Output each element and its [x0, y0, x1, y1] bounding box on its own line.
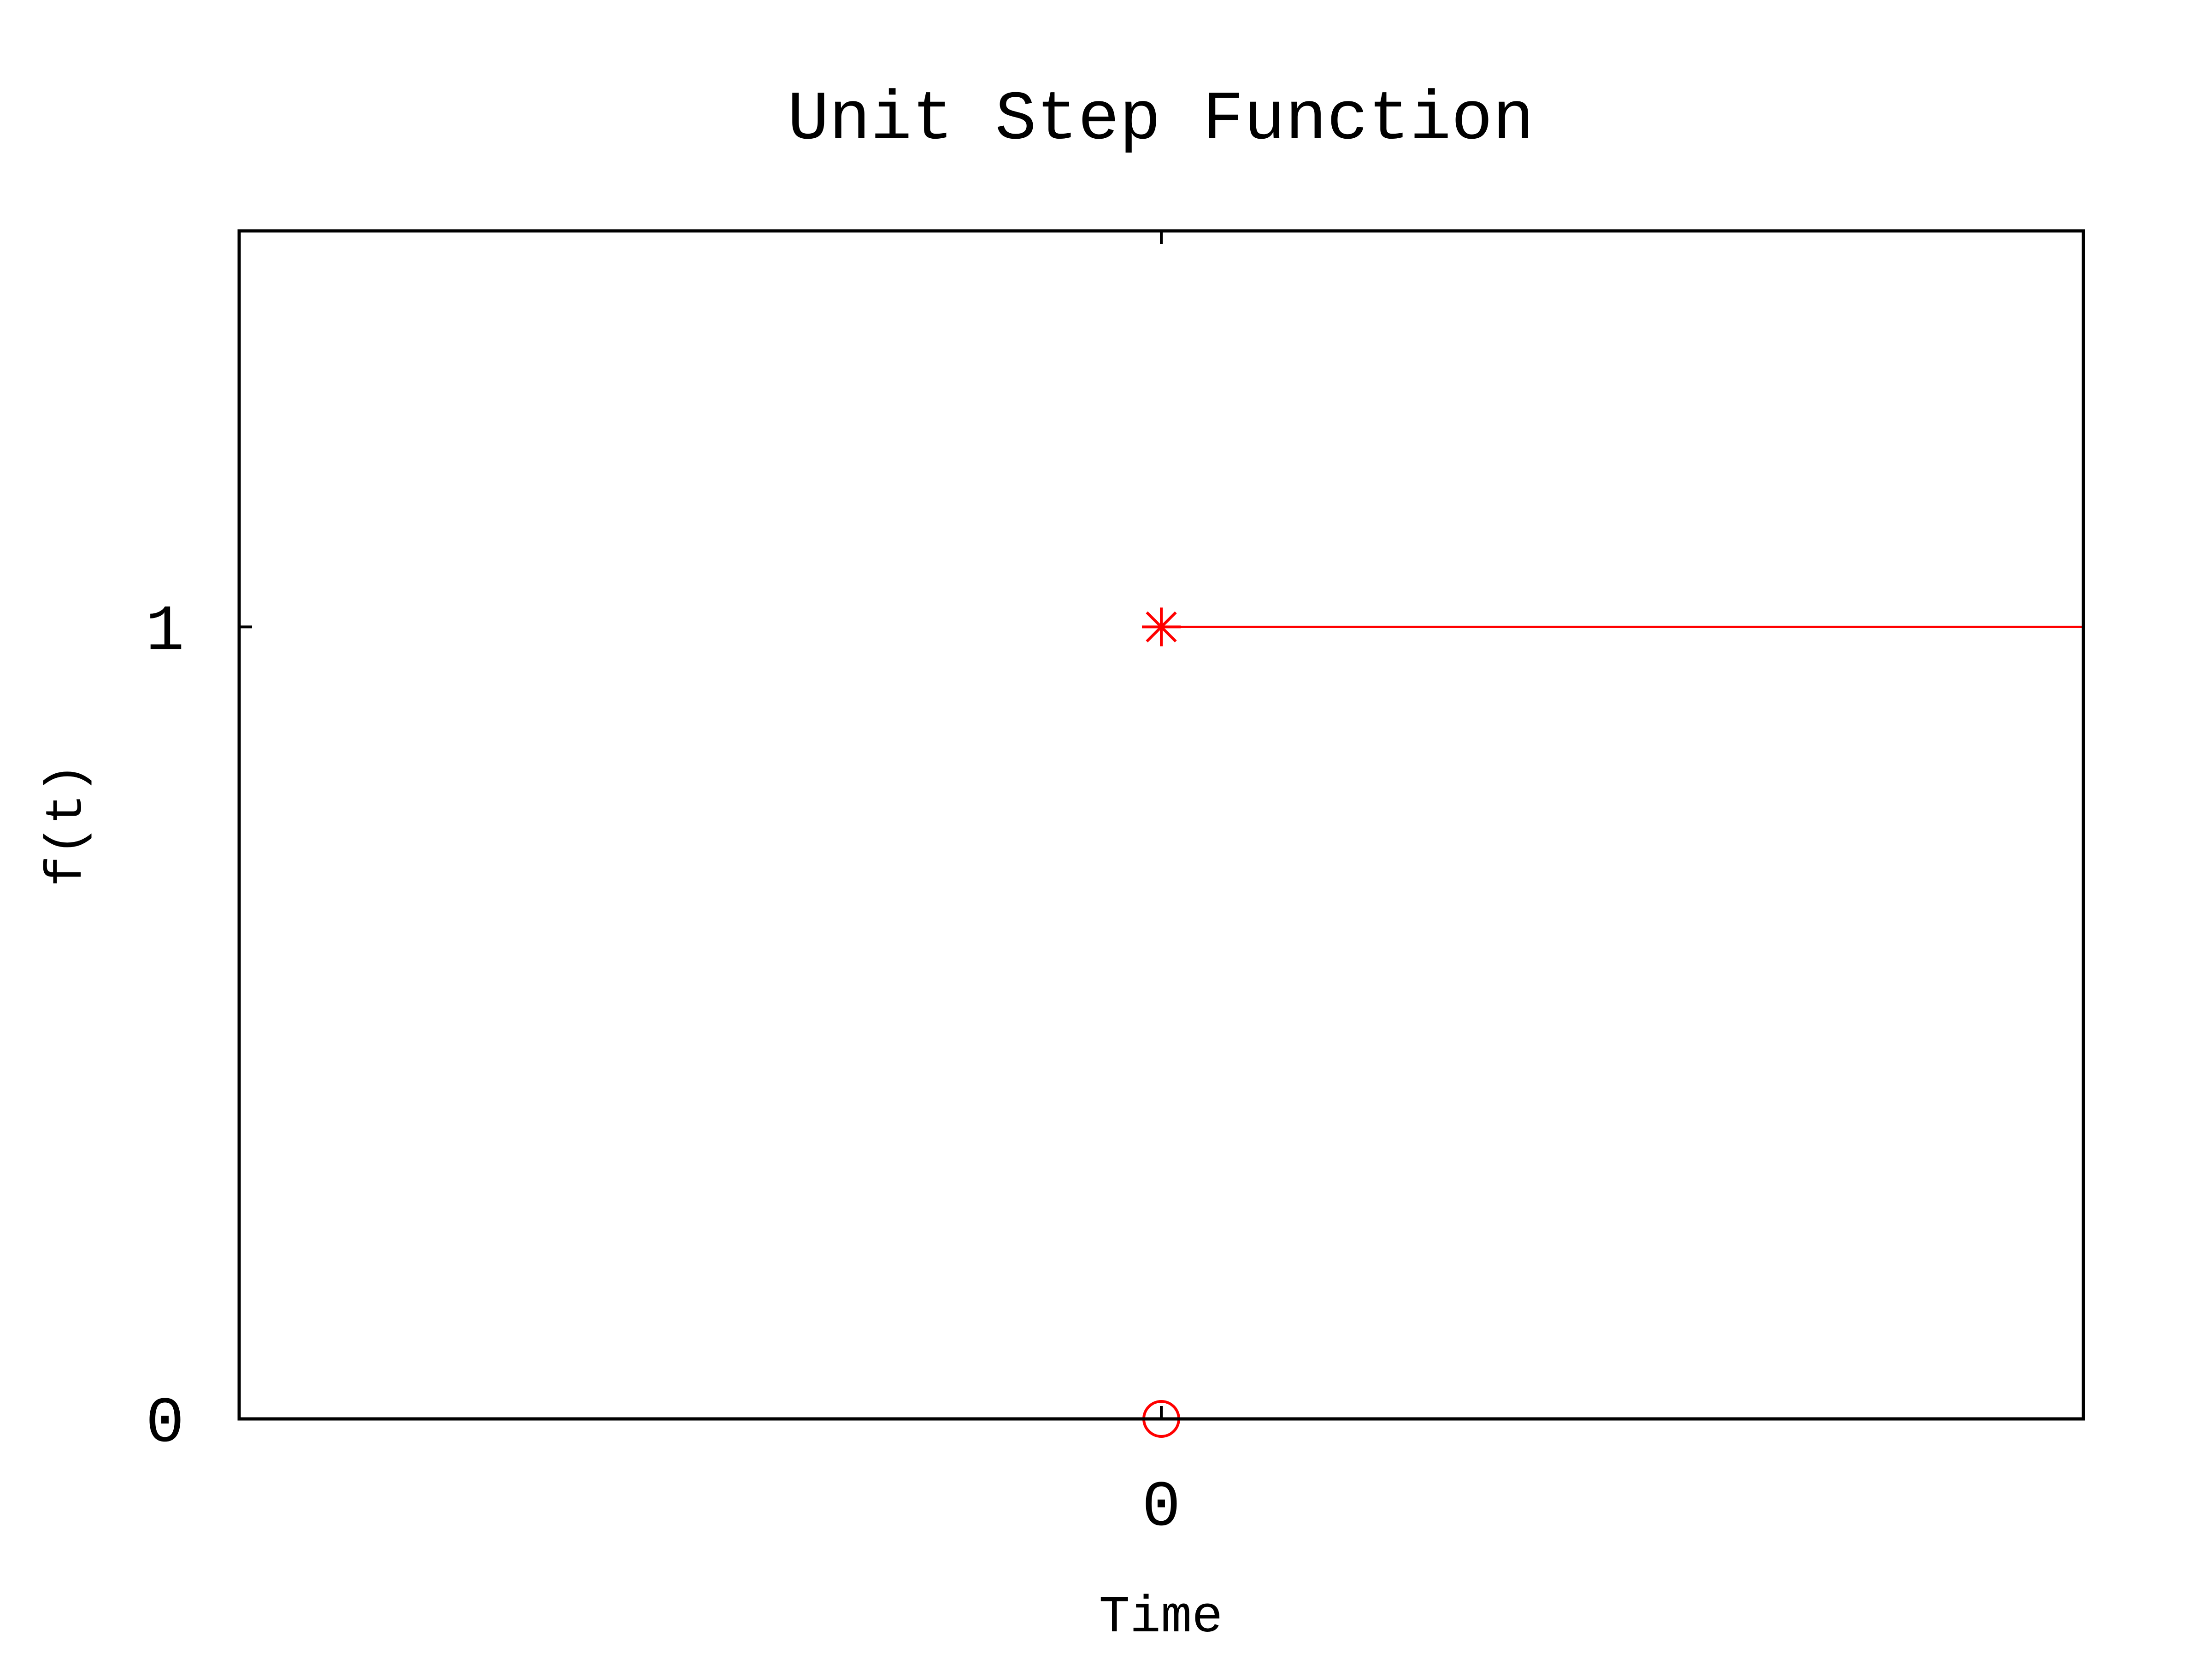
plot-frame	[237, 229, 2085, 1421]
x-axis-label: Time	[1099, 1588, 1223, 1647]
y-axis-label: f(t)	[38, 763, 96, 887]
y-tick-label: 1	[146, 595, 184, 669]
asterisk-marker	[1142, 607, 1181, 647]
y-axis-ticks: 01	[146, 595, 252, 1461]
series-layer	[239, 607, 2083, 1438]
x-axis-ticks: 0	[1142, 231, 1181, 1545]
chart-title: Unit Step Function	[788, 81, 1534, 159]
x-tick-label: 0	[1142, 1471, 1181, 1545]
y-tick-label: 0	[146, 1388, 184, 1461]
